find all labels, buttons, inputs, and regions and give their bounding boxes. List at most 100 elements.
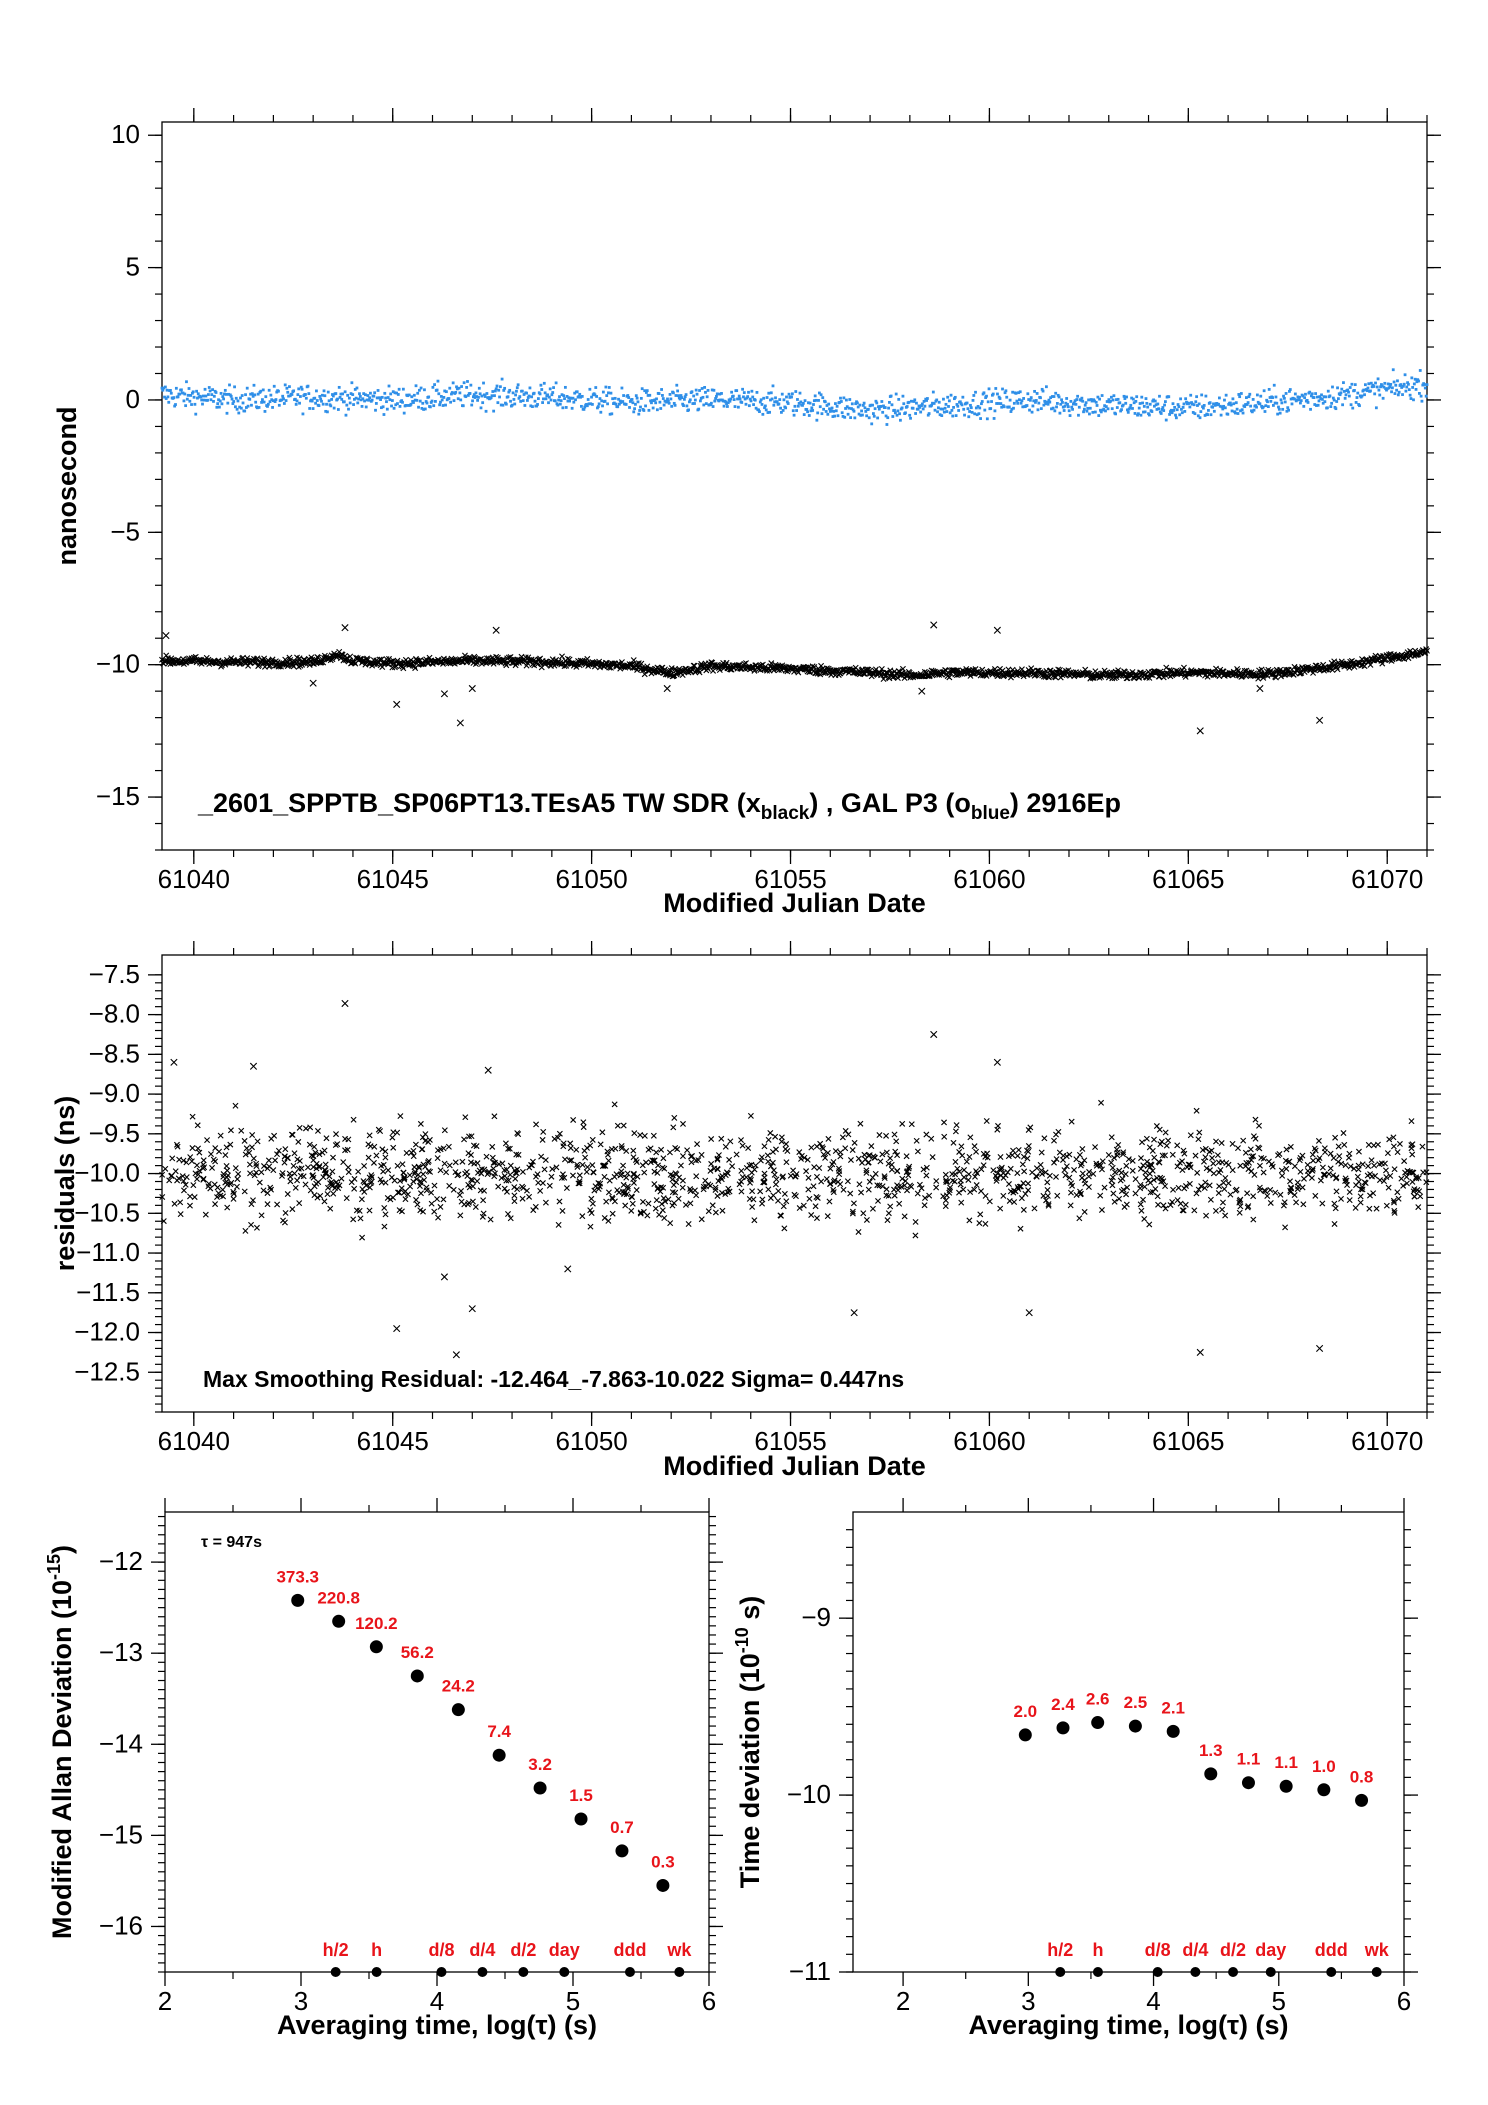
residual-point <box>1007 1165 1014 1172</box>
gal-point <box>238 405 242 409</box>
gal-point <box>729 397 733 401</box>
gal-point <box>618 399 622 403</box>
gal-point <box>560 393 564 397</box>
tw-outlier-point <box>468 684 476 693</box>
gal-point <box>1299 399 1303 402</box>
gal-point <box>698 389 701 392</box>
residual-point <box>1387 1172 1394 1179</box>
gal-point <box>842 396 846 400</box>
gal-point <box>1369 381 1373 385</box>
gal-point <box>266 402 270 406</box>
gal-point <box>1109 395 1113 399</box>
gal-point <box>640 387 644 391</box>
residual-point <box>560 1140 567 1147</box>
gal-point <box>687 408 690 412</box>
gal-point <box>1251 398 1255 401</box>
residual-point <box>1017 1225 1024 1232</box>
residual-point <box>850 1200 857 1207</box>
gal-point <box>1344 393 1348 397</box>
gal-point <box>192 395 196 399</box>
residual-point <box>548 1173 555 1180</box>
gal-point <box>1017 391 1020 395</box>
gal-point <box>1209 413 1213 417</box>
gal-point <box>648 393 652 397</box>
gal-point <box>1064 401 1068 405</box>
gal-point <box>554 381 558 385</box>
gal-point <box>733 405 737 408</box>
residual-point <box>401 1176 408 1183</box>
gal-point <box>1057 395 1061 399</box>
gal-point <box>1020 399 1024 403</box>
residual-point <box>533 1121 540 1128</box>
residual-point <box>824 1213 831 1220</box>
residual-point <box>434 1196 440 1202</box>
residual-point <box>366 1207 373 1214</box>
residual-point <box>1227 1191 1234 1198</box>
gal-point <box>1112 394 1116 398</box>
gal-point <box>1175 408 1179 412</box>
residual-point <box>172 1168 179 1175</box>
gal-point <box>586 398 590 401</box>
residual-point <box>630 1147 637 1154</box>
gal-point <box>914 412 917 415</box>
gal-point <box>235 407 239 411</box>
gal-point <box>1199 410 1203 413</box>
gal-point <box>865 414 869 418</box>
residual-point <box>569 1172 576 1179</box>
gal-point <box>833 414 836 418</box>
gal-point <box>475 395 479 398</box>
residual-point <box>973 1182 980 1189</box>
gal-point <box>271 406 274 409</box>
gal-point <box>296 393 300 397</box>
gal-point <box>1104 409 1107 413</box>
residual-point <box>294 1177 301 1184</box>
residual-point <box>1194 1169 1201 1176</box>
gal-point <box>895 413 899 417</box>
gal-point <box>1283 400 1287 404</box>
gal-point <box>769 398 772 402</box>
gal-point <box>604 385 608 389</box>
residual-point <box>665 1196 672 1203</box>
residual-point <box>891 1192 898 1199</box>
residual-point <box>805 1186 812 1193</box>
residual-point <box>1116 1195 1123 1202</box>
residual-point <box>1403 1173 1410 1180</box>
plot-frame <box>161 121 1428 851</box>
residual-point <box>1146 1221 1153 1228</box>
residual-point <box>410 1178 417 1185</box>
gal-point <box>1302 404 1306 408</box>
gal-point <box>558 402 562 406</box>
residual-point <box>316 1164 323 1171</box>
gal-point <box>812 399 816 403</box>
residual-point <box>458 1187 465 1194</box>
tw-subscript: black <box>761 803 810 824</box>
gal-point <box>1290 402 1294 406</box>
gal-point <box>174 403 177 406</box>
gal-point <box>567 396 571 400</box>
residual-point <box>322 1161 329 1168</box>
gal-point <box>209 398 213 402</box>
residual-point <box>1355 1148 1362 1155</box>
residual-point <box>246 1161 253 1168</box>
gal-point <box>1331 385 1334 389</box>
gal-point <box>1362 388 1366 392</box>
gal-point <box>927 412 931 415</box>
residual-point <box>1321 1145 1328 1152</box>
residual-point <box>1066 1151 1073 1158</box>
gal-point <box>970 410 974 414</box>
residual-point <box>1081 1208 1088 1215</box>
residual-point <box>589 1200 596 1207</box>
residual-point <box>1373 1205 1380 1212</box>
gal-point <box>1122 394 1126 398</box>
gal-point <box>1045 385 1048 389</box>
gal-point <box>889 394 893 398</box>
gal-point <box>1275 401 1279 405</box>
gal-point <box>996 392 999 396</box>
residual-point <box>1248 1153 1255 1160</box>
gal-point <box>1247 395 1251 399</box>
residual-point <box>523 1187 530 1194</box>
residual-point <box>677 1162 684 1169</box>
residual-point <box>1391 1166 1398 1173</box>
annotation-id: _2601_SPPTB_SP06PT13.TEsA5 TW SDR (x <box>197 788 761 818</box>
residual-point <box>1053 1173 1059 1180</box>
